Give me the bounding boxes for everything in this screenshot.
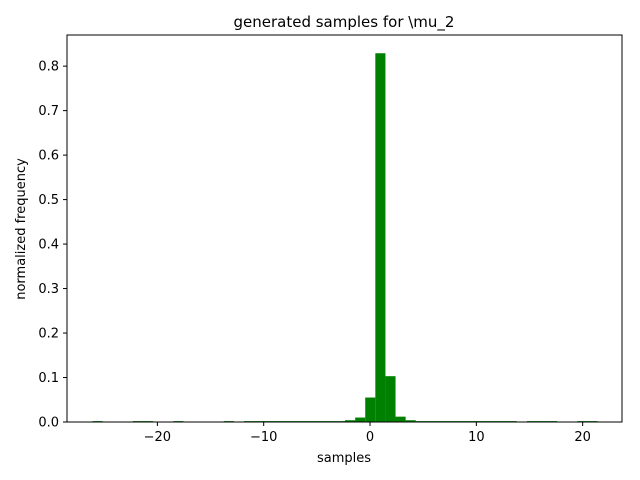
x-tick-label: −10 [250, 430, 277, 445]
histogram-bar [405, 420, 416, 422]
histogram-bar [375, 53, 386, 423]
histogram-bar [345, 420, 356, 422]
histogram-bar [395, 416, 406, 422]
y-axis-label: normalized frequency [14, 158, 29, 300]
y-tick-label: 0.2 [38, 327, 59, 342]
y-tick-label: 0.3 [38, 282, 59, 297]
y-tick-label: 0.6 [38, 149, 59, 164]
x-tick-label: 20 [574, 430, 591, 445]
y-tick-label: 0.1 [38, 371, 59, 386]
histogram-bar [385, 376, 396, 422]
y-tick-label: 0.5 [38, 193, 59, 208]
y-tick-label: 0.7 [38, 104, 59, 119]
y-tick-label: 0.0 [38, 416, 59, 431]
histogram-bar [365, 397, 376, 422]
plot-frame [66, 34, 623, 423]
y-axis-ticks: 0.0 0.1 0.2 0.3 0.4 0.5 0.6 0.7 0.8 [38, 60, 67, 431]
x-tick-label: 10 [468, 430, 485, 445]
y-tick-label: 0.4 [38, 238, 59, 253]
chart-title: generated samples for \mu_2 [234, 13, 455, 32]
y-tick-label: 0.8 [38, 60, 59, 75]
x-axis-label: samples [317, 451, 371, 466]
x-tick-label: 0 [366, 430, 374, 445]
x-tick-label: −20 [144, 430, 171, 445]
histogram-bar [355, 417, 366, 422]
bars-group [92, 53, 598, 423]
x-axis-ticks: −20 −10 0 10 20 [144, 422, 591, 445]
